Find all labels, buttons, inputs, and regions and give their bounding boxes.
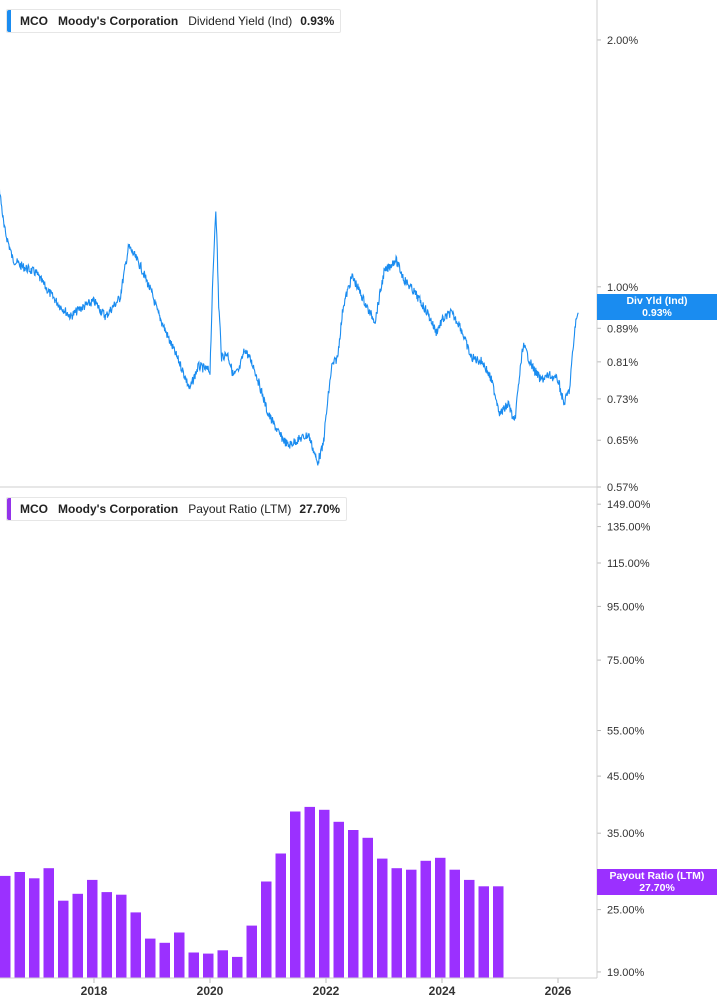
payout-ratio-bar <box>391 868 402 978</box>
tag-value: 27.70% <box>639 882 675 894</box>
payout-ratio-bar <box>493 886 504 978</box>
y-tick-label: 0.57% <box>607 482 638 494</box>
y-tick-label: 1.00% <box>607 282 638 294</box>
y-tick-label: 0.81% <box>607 357 638 369</box>
y-tick-label: 0.73% <box>607 394 638 406</box>
y-tick-label: 135.00% <box>607 522 651 534</box>
payout-ratio-bar <box>101 892 112 978</box>
payout-ratio-bar <box>72 893 83 978</box>
payout-ratio-bar <box>449 869 460 978</box>
legend-metric: Dividend Yield (Ind) <box>188 14 293 28</box>
payout-ratio-bar <box>362 837 373 978</box>
y-tick-label: 149.00% <box>607 499 651 511</box>
x-tick-label: 2020 <box>197 984 224 998</box>
y-tick-label: 2.00% <box>607 35 638 47</box>
payout-ratio-bar <box>159 942 170 978</box>
payout-ratio-bar <box>348 830 359 978</box>
payout-ratio-bar <box>130 912 141 978</box>
payout-ratio-bar <box>290 811 301 978</box>
payout-ratio-bar <box>275 853 286 978</box>
current-value-tag-dividend-yield: Div Yld (Ind) 0.93% <box>597 294 717 320</box>
payout-ratio-bar <box>43 868 54 978</box>
payout-ratio-bar <box>188 952 199 978</box>
payout-ratio-bar <box>464 879 475 978</box>
payout-ratio-bar <box>116 894 127 978</box>
payout-ratio-bar <box>174 932 185 978</box>
tag-label: Div Yld (Ind) <box>626 295 688 307</box>
legend-ticker: MCO <box>20 502 48 516</box>
payout-ratio-bar <box>319 809 330 978</box>
dividend-yield-panel: 2.00%1.00%0.97%0.89%0.81%0.73%0.65%0.57% <box>0 35 638 494</box>
x-tick-label: 2026 <box>545 984 572 998</box>
y-tick-label: 35.00% <box>607 828 645 840</box>
legend-payout-ratio[interactable]: MCO Moody's Corporation Payout Ratio (LT… <box>6 497 348 521</box>
tag-label: Payout Ratio (LTM) <box>609 870 705 882</box>
x-tick-label: 2022 <box>313 984 340 998</box>
payout-ratio-bar <box>435 857 446 978</box>
y-tick-label: 45.00% <box>607 771 645 783</box>
legend-color-swatch <box>7 10 11 32</box>
y-tick-label: 75.00% <box>607 655 645 667</box>
legend-company: Moody's Corporation <box>58 14 179 28</box>
payout-ratio-bar <box>217 950 228 978</box>
y-tick-label: 55.00% <box>607 726 645 738</box>
payout-ratio-bar <box>304 806 315 978</box>
payout-ratio-bar <box>232 956 243 978</box>
y-tick-label: 115.00% <box>607 558 650 570</box>
y-tick-label: 25.00% <box>607 905 645 917</box>
legend-metric: Payout Ratio (LTM) <box>188 502 292 516</box>
legend-value: 27.70% <box>299 502 341 516</box>
legend-ticker: MCO <box>20 14 48 28</box>
x-tick-label: 2018 <box>81 984 108 998</box>
legend-color-swatch <box>7 498 11 520</box>
payout-ratio-bar <box>145 938 156 978</box>
y-tick-label: 19.00% <box>607 967 645 979</box>
payout-ratio-bar <box>261 881 272 978</box>
payout-ratio-bar <box>406 869 417 978</box>
payout-ratio-panel: 149.00% 135.00% 115.00% 95.00% 75.00% 55.00% 4… <box>0 499 651 998</box>
current-value-tag-payout-ratio: Payout Ratio (LTM) 27.70% <box>597 869 717 895</box>
dividend-yield-line <box>0 188 579 466</box>
legend-dividend-yield[interactable]: MCO Moody's Corporation Dividend Yield (… <box>6 9 342 33</box>
payout-ratio-bar <box>87 879 98 978</box>
payout-ratio-bar <box>0 875 11 978</box>
payout-ratio-bar <box>203 953 214 978</box>
payout-ratio-bar <box>333 821 344 978</box>
x-tick-label: 2024 <box>429 984 456 998</box>
y-tick-label: 0.89% <box>607 323 638 335</box>
y-tick-label: 95.00% <box>607 601 645 613</box>
legend-company: Moody's Corporation <box>58 502 179 516</box>
payout-ratio-bar <box>377 858 388 978</box>
payout-ratio-bar <box>420 860 431 978</box>
payout-ratio-bar <box>29 878 40 978</box>
payout-ratio-bar <box>14 872 25 978</box>
payout-ratio-bar <box>246 925 257 978</box>
tag-value: 0.93% <box>642 307 672 319</box>
y-tick-label: 0.65% <box>607 435 638 447</box>
payout-ratio-bar <box>478 886 489 978</box>
payout-ratio-bar <box>58 900 69 978</box>
legend-value: 0.93% <box>300 14 335 28</box>
